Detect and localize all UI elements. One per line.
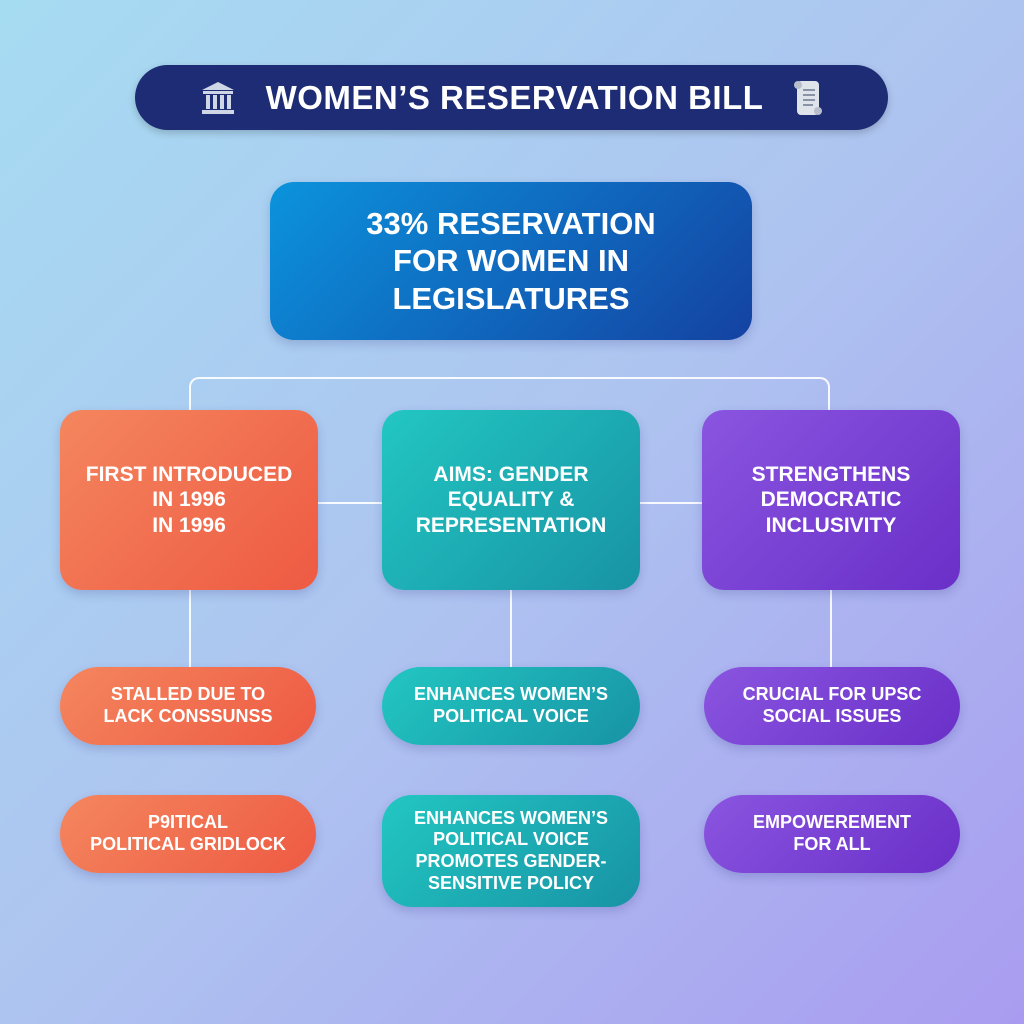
pill-line: ENHANCES WOMEN’S [413, 807, 608, 828]
box-line: IN 1996 [152, 488, 226, 512]
pill-line: PROMOTES GENDER- [415, 851, 607, 871]
title-banner: WOMEN’S RESERVATION BILL [135, 65, 888, 130]
policy-pill: ENHANCES WOMEN’S POLITICAL VOICE PROMOTE… [382, 795, 640, 907]
box-line: INCLUSIVITY [765, 513, 897, 537]
empowerment-pill: EMPOWEREMENT FOR ALL [704, 795, 960, 873]
box-line: EQUALITY & [447, 488, 575, 512]
box-line: DEMOCRATIC [760, 488, 902, 512]
aims-box: AIMS: GENDER EQUALITY & REPRESENTATION [382, 410, 640, 590]
box-line: REPRESENTATION [415, 513, 607, 537]
connector [830, 590, 832, 667]
pill-line: CRUCIAL FOR UPSC [742, 684, 922, 705]
pill-line: ENHANCES WOMEN’S [413, 684, 608, 705]
pill-line: P9ITICAL [147, 812, 228, 833]
box-line: IN 1996 [152, 513, 226, 537]
history-box: FIRST INTRODUCED IN 1996 IN 1996 [60, 410, 318, 590]
box-line: FIRST INTRODUCED [85, 463, 293, 487]
pill-line: SENSITIVE POLICY [427, 872, 595, 893]
inclusivity-box: STRENGTHENS DEMOCRATIC INCLUSIVITY [702, 410, 960, 590]
title-text: WOMEN’S RESERVATION BILL [265, 78, 764, 116]
connector [640, 502, 702, 504]
main-concept-box: 33% RESERVATION FOR WOMEN IN LEGISLATURE… [270, 182, 752, 340]
pill-line: LACK CONSSUNSS [103, 706, 273, 726]
connector [189, 590, 191, 667]
connector [318, 502, 382, 504]
box-line: STRENGTHENS [751, 463, 911, 487]
upsc-pill: CRUCIAL FOR UPSC SOCIAL ISSUES [704, 667, 960, 745]
pill-line: POLITICAL VOICE [433, 706, 589, 726]
box-line: AIMS: GENDER [433, 463, 589, 487]
top-connector [189, 377, 830, 411]
government-building-icon [201, 81, 234, 114]
pill-line: SOCIAL ISSUES [762, 706, 902, 726]
pill-line: FOR ALL [793, 834, 871, 854]
main-line: 33% RESERVATION [366, 206, 656, 242]
pill-line: STALLED DUE TO [110, 684, 266, 705]
pill-line: POLITICAL GRIDLOCK [90, 834, 286, 854]
connector [510, 590, 512, 667]
main-line: FOR WOMEN IN [393, 243, 629, 279]
gridlock-pill: P9ITICAL POLITICAL GRIDLOCK [60, 795, 316, 873]
main-line: LEGISLATURES [392, 280, 630, 316]
pill-line: POLITICAL VOICE [433, 829, 589, 850]
scroll-document-icon [794, 80, 823, 115]
stalled-pill: STALLED DUE TO LACK CONSSUNSS [60, 667, 316, 745]
pill-line: EMPOWEREMENT [752, 812, 911, 833]
voice-pill: ENHANCES WOMEN’S POLITICAL VOICE [382, 667, 640, 745]
